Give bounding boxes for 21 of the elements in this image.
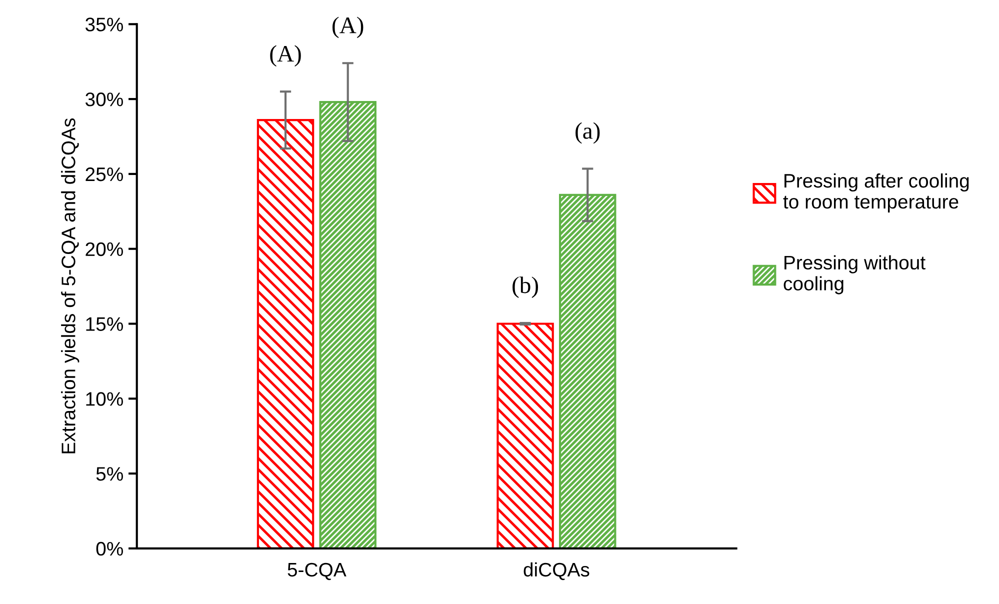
annotation: (A) [270,45,301,67]
y-tick-label: 35% [85,18,123,32]
annotation: (a) [576,122,600,144]
y-tick-label: 10% [86,392,123,406]
y-axis-title: Extraction yields of 5-CQA and diCQAs [61,118,80,454]
x-tick-label: 5-CQA [288,562,346,580]
legend-label: Pressing without cooling [784,255,926,294]
y-tick-label: 20% [86,242,123,256]
y-tick-label: 15% [86,317,123,331]
legend-label: Pressing after cooling to room temperature [783,173,969,212]
y-tick-label: 5% [96,467,123,481]
annotation: (b) [512,276,538,298]
y-tick-label: 30% [85,92,123,106]
bar [496,322,554,548]
y-tick-label: 25% [86,167,123,182]
y-tick-label: 0% [96,542,123,556]
annotation: (A) [332,16,364,38]
bar [256,118,314,548]
bar [319,101,376,548]
bar [558,194,616,548]
x-tick-label: diCQAs [524,562,590,580]
